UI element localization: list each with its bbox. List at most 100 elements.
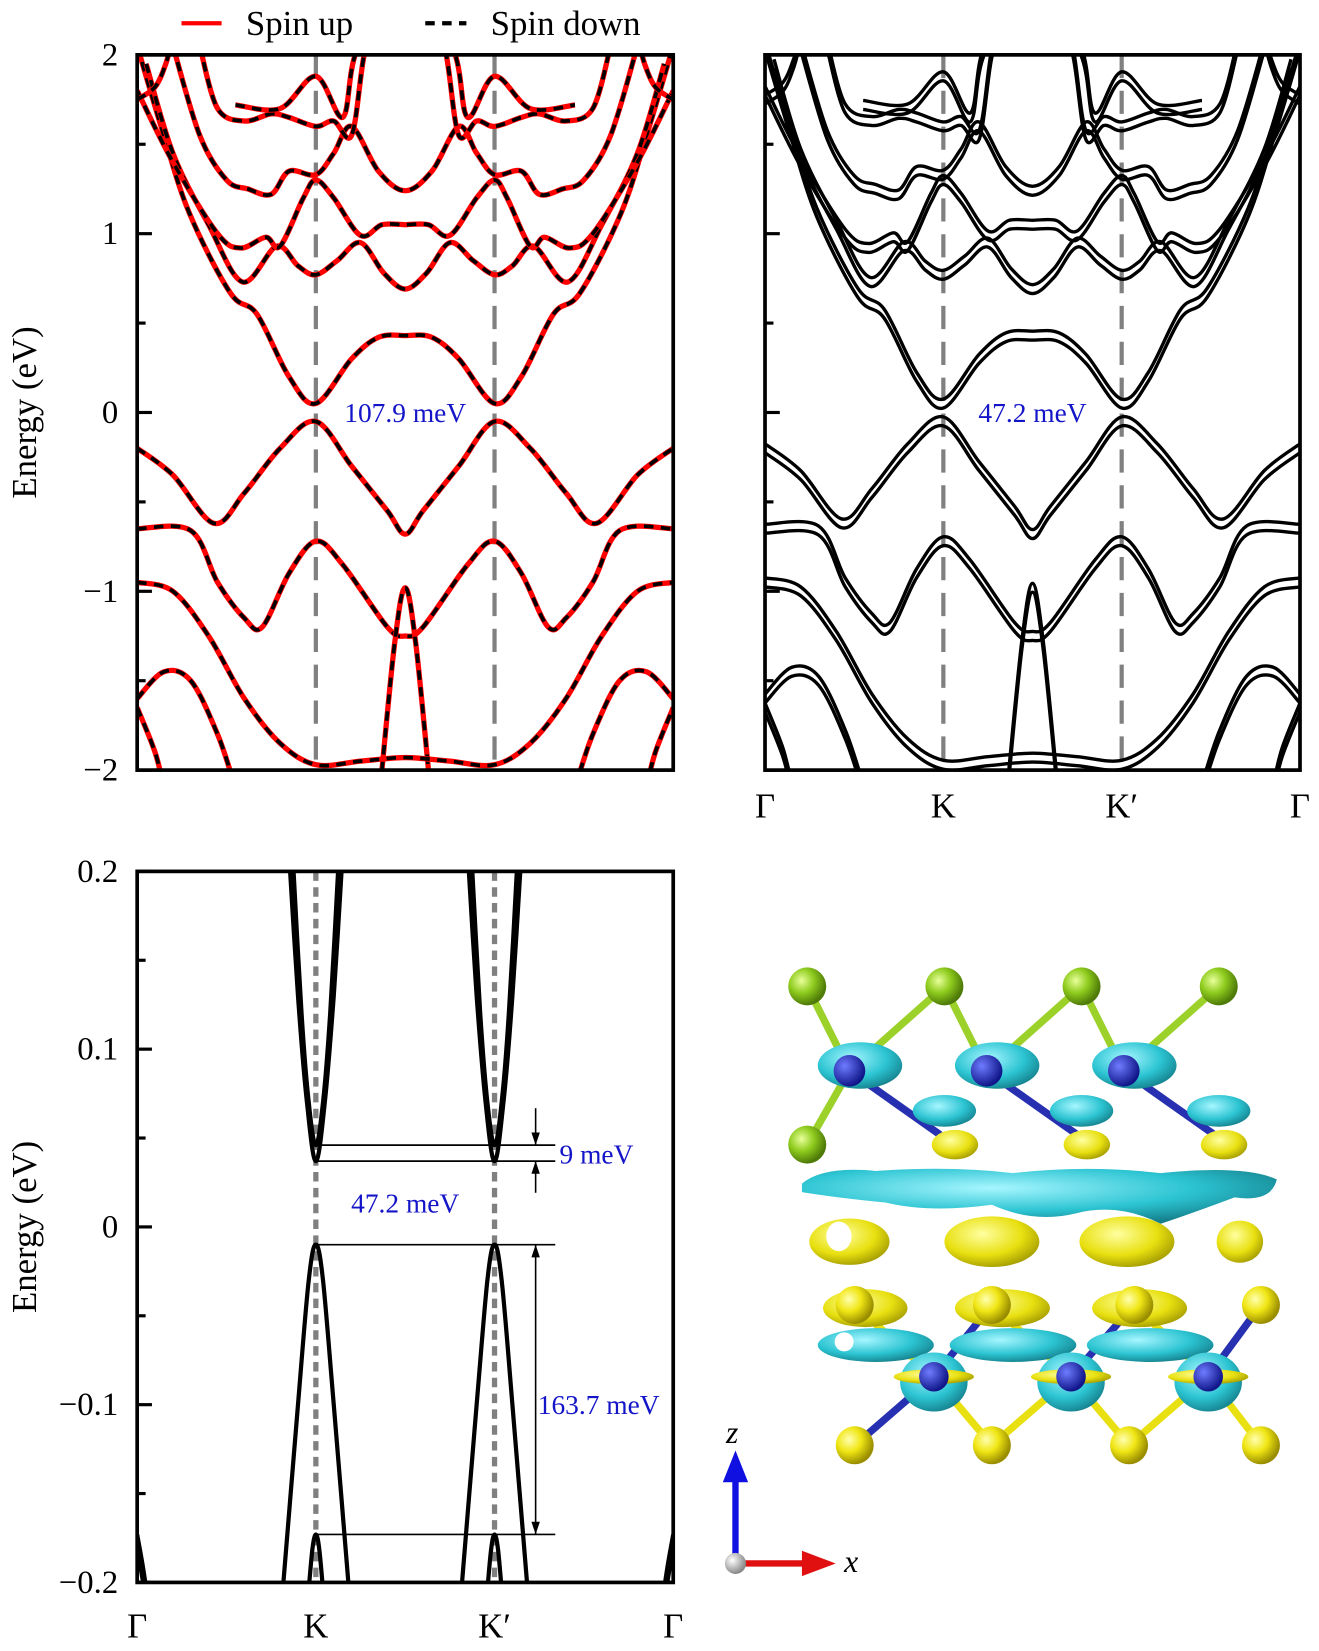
y-tick-label: −0.2 <box>59 1565 118 1601</box>
band-spin-up-12 <box>137 706 163 771</box>
x-tick-label: K <box>931 787 956 826</box>
gap-annotation: 107.9 meV <box>344 398 466 428</box>
band-3 <box>307 1532 325 1583</box>
band-3 <box>802 54 1263 193</box>
legend-spin-down-label: Spin down <box>491 4 641 43</box>
band-12 <box>765 702 791 771</box>
band-10 <box>765 585 1301 771</box>
band-2 <box>765 85 1301 246</box>
band-spin-up-5 <box>235 54 576 121</box>
atom-yellow <box>835 1426 874 1465</box>
x-tick-label: Γ <box>127 1606 147 1645</box>
band-4 <box>828 54 1237 136</box>
y-tick-label: 0 <box>102 395 118 431</box>
x-tick-label: Γ <box>755 787 775 826</box>
y-axis-title: Energy (eV) <box>5 1141 44 1313</box>
x-tick-label: K <box>303 1606 328 1645</box>
band-11 <box>765 664 861 771</box>
y-tick-label: 0 <box>102 1209 118 1245</box>
band-7 <box>765 415 1301 532</box>
plot-area <box>765 54 1301 771</box>
band-spin-down-1 <box>144 63 667 291</box>
x-tick-label: Γ <box>1290 787 1310 826</box>
band-6 <box>765 54 800 106</box>
band-spin-down-10 <box>137 580 674 768</box>
band-2 <box>459 1242 530 1583</box>
band-5 <box>862 54 1203 115</box>
arrow-head <box>531 1132 540 1146</box>
gap-label: 47.2 meV <box>351 1188 459 1218</box>
band-8 <box>765 528 1301 643</box>
band-12 <box>765 711 789 771</box>
band-spin-down-0 <box>137 54 673 406</box>
y-tick-label: 2 <box>102 37 118 73</box>
arrow-head <box>531 1244 540 1258</box>
band-spin-down-9 <box>380 585 431 771</box>
atom-green <box>788 967 827 1006</box>
y-axis-title: Energy (eV) <box>5 326 44 498</box>
band-spin-down-6 <box>137 54 171 102</box>
charge-depletion-yellow <box>809 1216 1264 1267</box>
band-8 <box>765 519 1301 634</box>
band-1 <box>772 67 1293 296</box>
y-tick-label: 0.2 <box>77 854 118 890</box>
x-tick-label: K′ <box>1105 787 1138 826</box>
band-spin-down-8 <box>137 524 674 639</box>
band-0 <box>767 54 1298 402</box>
band-spin-down-11 <box>137 668 232 771</box>
x-tick-label: Γ <box>663 1606 683 1645</box>
band-4 <box>826 54 1239 145</box>
x-axis-label: x <box>843 1544 858 1579</box>
band-7 <box>765 424 1301 541</box>
x-arrow-head <box>801 1550 836 1577</box>
band-1 <box>772 58 1293 287</box>
band-1 <box>291 871 341 1148</box>
origin-sphere <box>724 1552 747 1574</box>
z-axis-label: z <box>725 1415 738 1450</box>
band-11 <box>765 673 858 771</box>
band-spin-up-7 <box>137 418 674 537</box>
charge-accumulation-cyan <box>801 1168 1277 1224</box>
z-arrow-head <box>722 1450 749 1483</box>
y-tick-label: −0.1 <box>59 1387 118 1423</box>
axes-triad: z x <box>722 1415 858 1579</box>
band-12 <box>1274 702 1301 771</box>
band-structure-panel-soc: Γ K K′ Γ 47.2 meV <box>755 53 1310 826</box>
band-structure-panel-zoom: 0.2 0.1 0 −0.1 −0.2 Energy (eV) Γ K K′ Γ 9 meV 47.2… <box>5 854 683 1645</box>
spin-splitting-cb-label: 9 meV <box>560 1140 634 1170</box>
band-5 <box>862 54 1203 124</box>
band-0 <box>765 54 1301 411</box>
y-tick-label: 1 <box>102 216 118 252</box>
band-spin-down-4 <box>200 54 611 140</box>
legend-spin-up-label: Spin up <box>246 4 353 43</box>
arrow-head <box>531 1521 540 1535</box>
band-2 <box>765 94 1301 255</box>
x-tick-label: K′ <box>478 1606 511 1645</box>
band-11 <box>1207 673 1301 771</box>
gap-annotation: 47.2 meV <box>978 398 1086 428</box>
band-spin-down-2 <box>137 89 674 250</box>
plot-frame <box>135 869 676 1585</box>
band-0 <box>287 871 344 1164</box>
y-tick-label: −2 <box>83 753 118 789</box>
y-tick-label: 0.1 <box>77 1032 118 1068</box>
band-spin-down-3 <box>173 54 637 197</box>
band-2 <box>281 1242 351 1583</box>
band-11 <box>1204 664 1301 771</box>
band-spin-down-11 <box>578 668 674 771</box>
band-6 <box>1265 54 1301 106</box>
band-spin-down-7 <box>137 419 674 536</box>
band-6 <box>1268 54 1301 97</box>
band-spin-down-6 <box>640 54 674 102</box>
band-3 <box>800 54 1265 202</box>
band-spin-down-12 <box>648 706 674 771</box>
band-10 <box>765 576 1301 763</box>
band-6 <box>765 54 797 97</box>
y-tick-label: −1 <box>83 574 118 610</box>
plot-area <box>137 54 674 771</box>
legend: Spin up Spin down <box>181 4 641 43</box>
band-9 <box>1007 581 1058 771</box>
charge-density-structure <box>788 967 1280 1465</box>
arrow-head <box>531 1161 540 1174</box>
